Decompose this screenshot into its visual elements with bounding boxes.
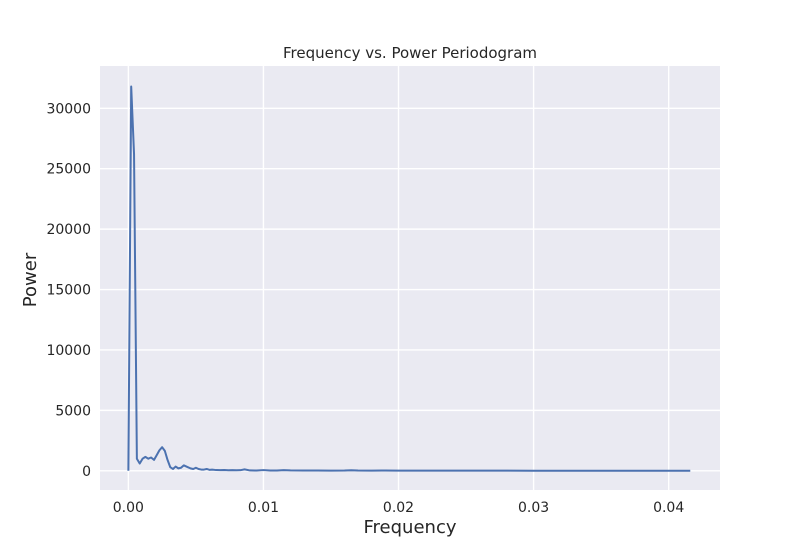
y-tick-label: 20000 [46,222,91,238]
x-axis-ticks: 0.00 0.01 0.02 0.03 0.04 [113,500,685,516]
y-axis-ticks: 0 5000 10000 15000 20000 25000 30000 [46,101,91,479]
grid-lines [100,66,720,490]
plot-area [100,66,720,490]
y-tick-label: 15000 [46,283,91,299]
y-tick-label: 10000 [46,343,91,359]
y-tick-label: 25000 [46,162,91,178]
x-tick-label: 0.01 [248,500,279,516]
x-tick-label: 0.03 [518,500,549,516]
x-axis-label: Frequency [364,517,457,538]
x-tick-label: 0.04 [653,500,684,516]
chart-title: Frequency vs. Power Periodogram [283,44,537,62]
y-tick-label: 30000 [46,101,91,117]
x-tick-label: 0.00 [113,500,144,516]
y-tick-label: 0 [82,464,91,480]
power-series-line [127,85,691,472]
y-tick-label: 5000 [55,403,91,419]
y-axis-label: Power [20,252,41,307]
x-tick-label: 0.02 [383,500,414,516]
